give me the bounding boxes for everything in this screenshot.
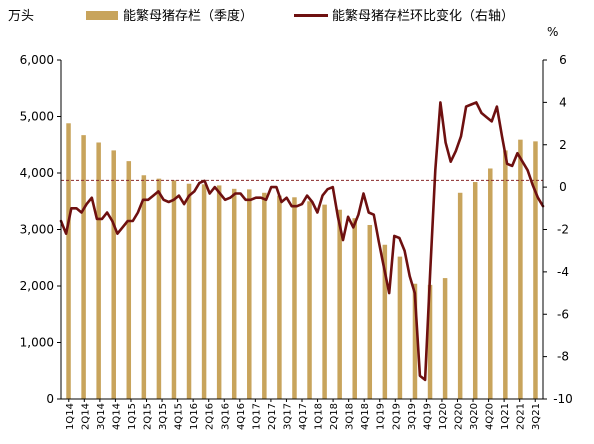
left-tick-label: 4,000	[20, 166, 54, 180]
bar	[307, 201, 312, 399]
left-tick-label: 3,000	[20, 223, 54, 237]
x-tick-label: 1Q21	[500, 403, 511, 430]
x-tick-label: 2Q14	[80, 403, 91, 430]
x-tick-label: 1Q19	[376, 403, 387, 430]
right-tick-label: -6	[557, 307, 569, 321]
bar	[457, 192, 463, 399]
left-axis-ticks: 0 1,000 2,000 3,000 4,000 5,000 6,000	[20, 53, 61, 406]
bar	[96, 142, 101, 400]
right-tick-label: -2	[557, 223, 569, 237]
bar	[231, 188, 237, 399]
right-tick-label: -4	[557, 265, 569, 279]
bar	[322, 204, 327, 399]
x-tick-label: 3Q14	[96, 403, 107, 430]
x-tick-label: 1Q17	[251, 403, 262, 430]
x-tick-label: 1Q20	[438, 403, 449, 430]
x-tick-label: 1Q18	[314, 403, 325, 430]
bar	[518, 139, 523, 400]
x-tick-label: 2Q17	[267, 403, 278, 430]
left-axis-unit: 万头	[8, 9, 34, 24]
right-tick-label: 6	[559, 53, 567, 67]
bar	[141, 175, 147, 399]
bar	[412, 283, 418, 399]
x-tick-label: 4Q15	[174, 403, 185, 430]
x-tick-label: 1Q14	[65, 403, 76, 430]
bar	[488, 168, 493, 399]
bar	[427, 284, 433, 399]
bar	[111, 150, 116, 399]
x-tick-label: 2Q16	[205, 403, 216, 430]
line-path	[59, 101, 545, 382]
bar	[126, 161, 132, 399]
x-tick-label: 1Q16	[189, 403, 200, 430]
x-tick-label: 4Q19	[422, 403, 433, 430]
x-tick-label: 4Q18	[360, 403, 371, 430]
right-tick-label: -10	[553, 392, 573, 406]
bar	[352, 218, 357, 399]
left-tick-label: 0	[46, 392, 54, 406]
x-tick-label: 2Q20	[453, 403, 464, 430]
x-tick-label: 4Q14	[111, 403, 122, 430]
x-tick-label: 2Q15	[143, 403, 154, 430]
bar	[171, 180, 177, 399]
bar	[277, 195, 282, 399]
x-tick-label: 3Q15	[158, 403, 169, 430]
bar	[503, 150, 508, 399]
x-tick-label: 3Q21	[531, 403, 542, 430]
legend-item-bars: 能繁母猪存栏（季度）	[86, 8, 253, 24]
bar	[367, 224, 373, 399]
x-tick-label: 4Q16	[236, 403, 247, 430]
right-axis-unit: %	[547, 25, 558, 39]
x-tick-label: 2Q19	[391, 403, 402, 430]
bar	[533, 141, 538, 400]
bar	[382, 244, 388, 399]
x-tick-label: 2Q18	[329, 403, 340, 430]
bar	[337, 209, 342, 399]
x-tick-label: 3Q19	[407, 403, 418, 430]
bar	[156, 178, 162, 399]
left-tick-label: 2,000	[20, 279, 54, 293]
right-tick-label: 4	[559, 95, 567, 109]
left-tick-label: 5,000	[20, 110, 54, 124]
legend-item-line: 能繁母猪存栏环比变化（右轴）	[294, 8, 514, 24]
bar	[66, 123, 71, 399]
bar	[397, 256, 403, 399]
left-tick-label: 1,000	[20, 336, 54, 350]
left-tick-label: 6,000	[20, 53, 54, 67]
bar	[472, 182, 478, 399]
bar	[186, 183, 192, 399]
bar	[262, 192, 267, 399]
x-tick-label: 1Q15	[127, 403, 138, 430]
x-axis-labels: 1Q14 2Q14 3Q14 4Q14 1Q15 2Q15 3Q15 4Q15 1Q16 2Q16…	[65, 399, 542, 430]
bar	[247, 189, 252, 399]
legend-label-line: 能繁母猪存栏环比变化（右轴）	[332, 8, 514, 24]
line-series	[59, 101, 545, 382]
right-tick-label: 0	[559, 180, 567, 194]
bar	[216, 185, 222, 399]
x-tick-label: 3Q20	[469, 403, 480, 430]
x-tick-label: 4Q20	[485, 403, 496, 430]
legend-label-bars: 能繁母猪存栏（季度）	[123, 8, 253, 24]
right-tick-label: 2	[559, 138, 567, 152]
x-tick-label: 4Q17	[298, 403, 309, 430]
bar	[292, 197, 297, 399]
legend-swatch-bars	[86, 11, 118, 20]
x-tick-label: 3Q17	[282, 403, 293, 430]
bar	[81, 135, 86, 399]
right-tick-label: -8	[557, 350, 569, 364]
bar-series	[66, 123, 538, 400]
x-tick-label: 3Q18	[345, 403, 356, 430]
bar	[442, 278, 448, 399]
bar	[201, 184, 207, 399]
x-tick-label: 2Q21	[516, 403, 527, 430]
right-axis-ticks: -10 -8 -6 -4 -2 0 2 4 6	[543, 53, 573, 406]
legend: 能繁母猪存栏（季度） 能繁母猪存栏环比变化（右轴）	[86, 8, 514, 24]
x-tick-label: 3Q16	[220, 403, 231, 430]
